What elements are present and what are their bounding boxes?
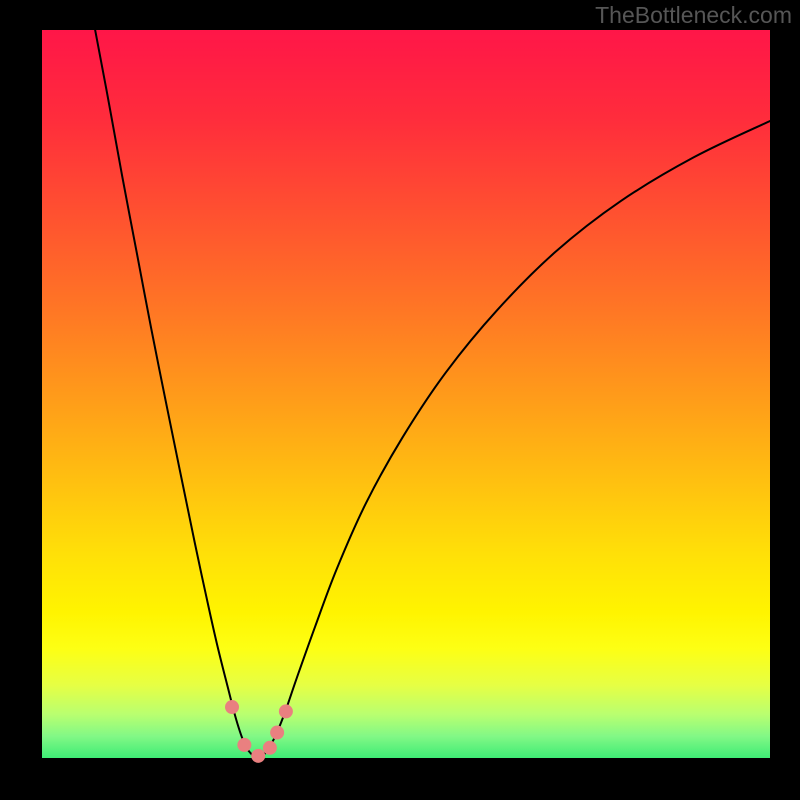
marker-point — [263, 741, 277, 755]
bottleneck-curve — [95, 30, 770, 758]
marker-point — [251, 749, 265, 763]
marker-point — [225, 700, 239, 714]
marker-point — [270, 726, 284, 740]
marker-point — [279, 704, 293, 718]
watermark-text: TheBottleneck.com — [595, 2, 792, 29]
curve-layer — [0, 0, 800, 800]
marker-point — [237, 738, 251, 752]
bottleneck-chart: TheBottleneck.com — [0, 0, 800, 800]
